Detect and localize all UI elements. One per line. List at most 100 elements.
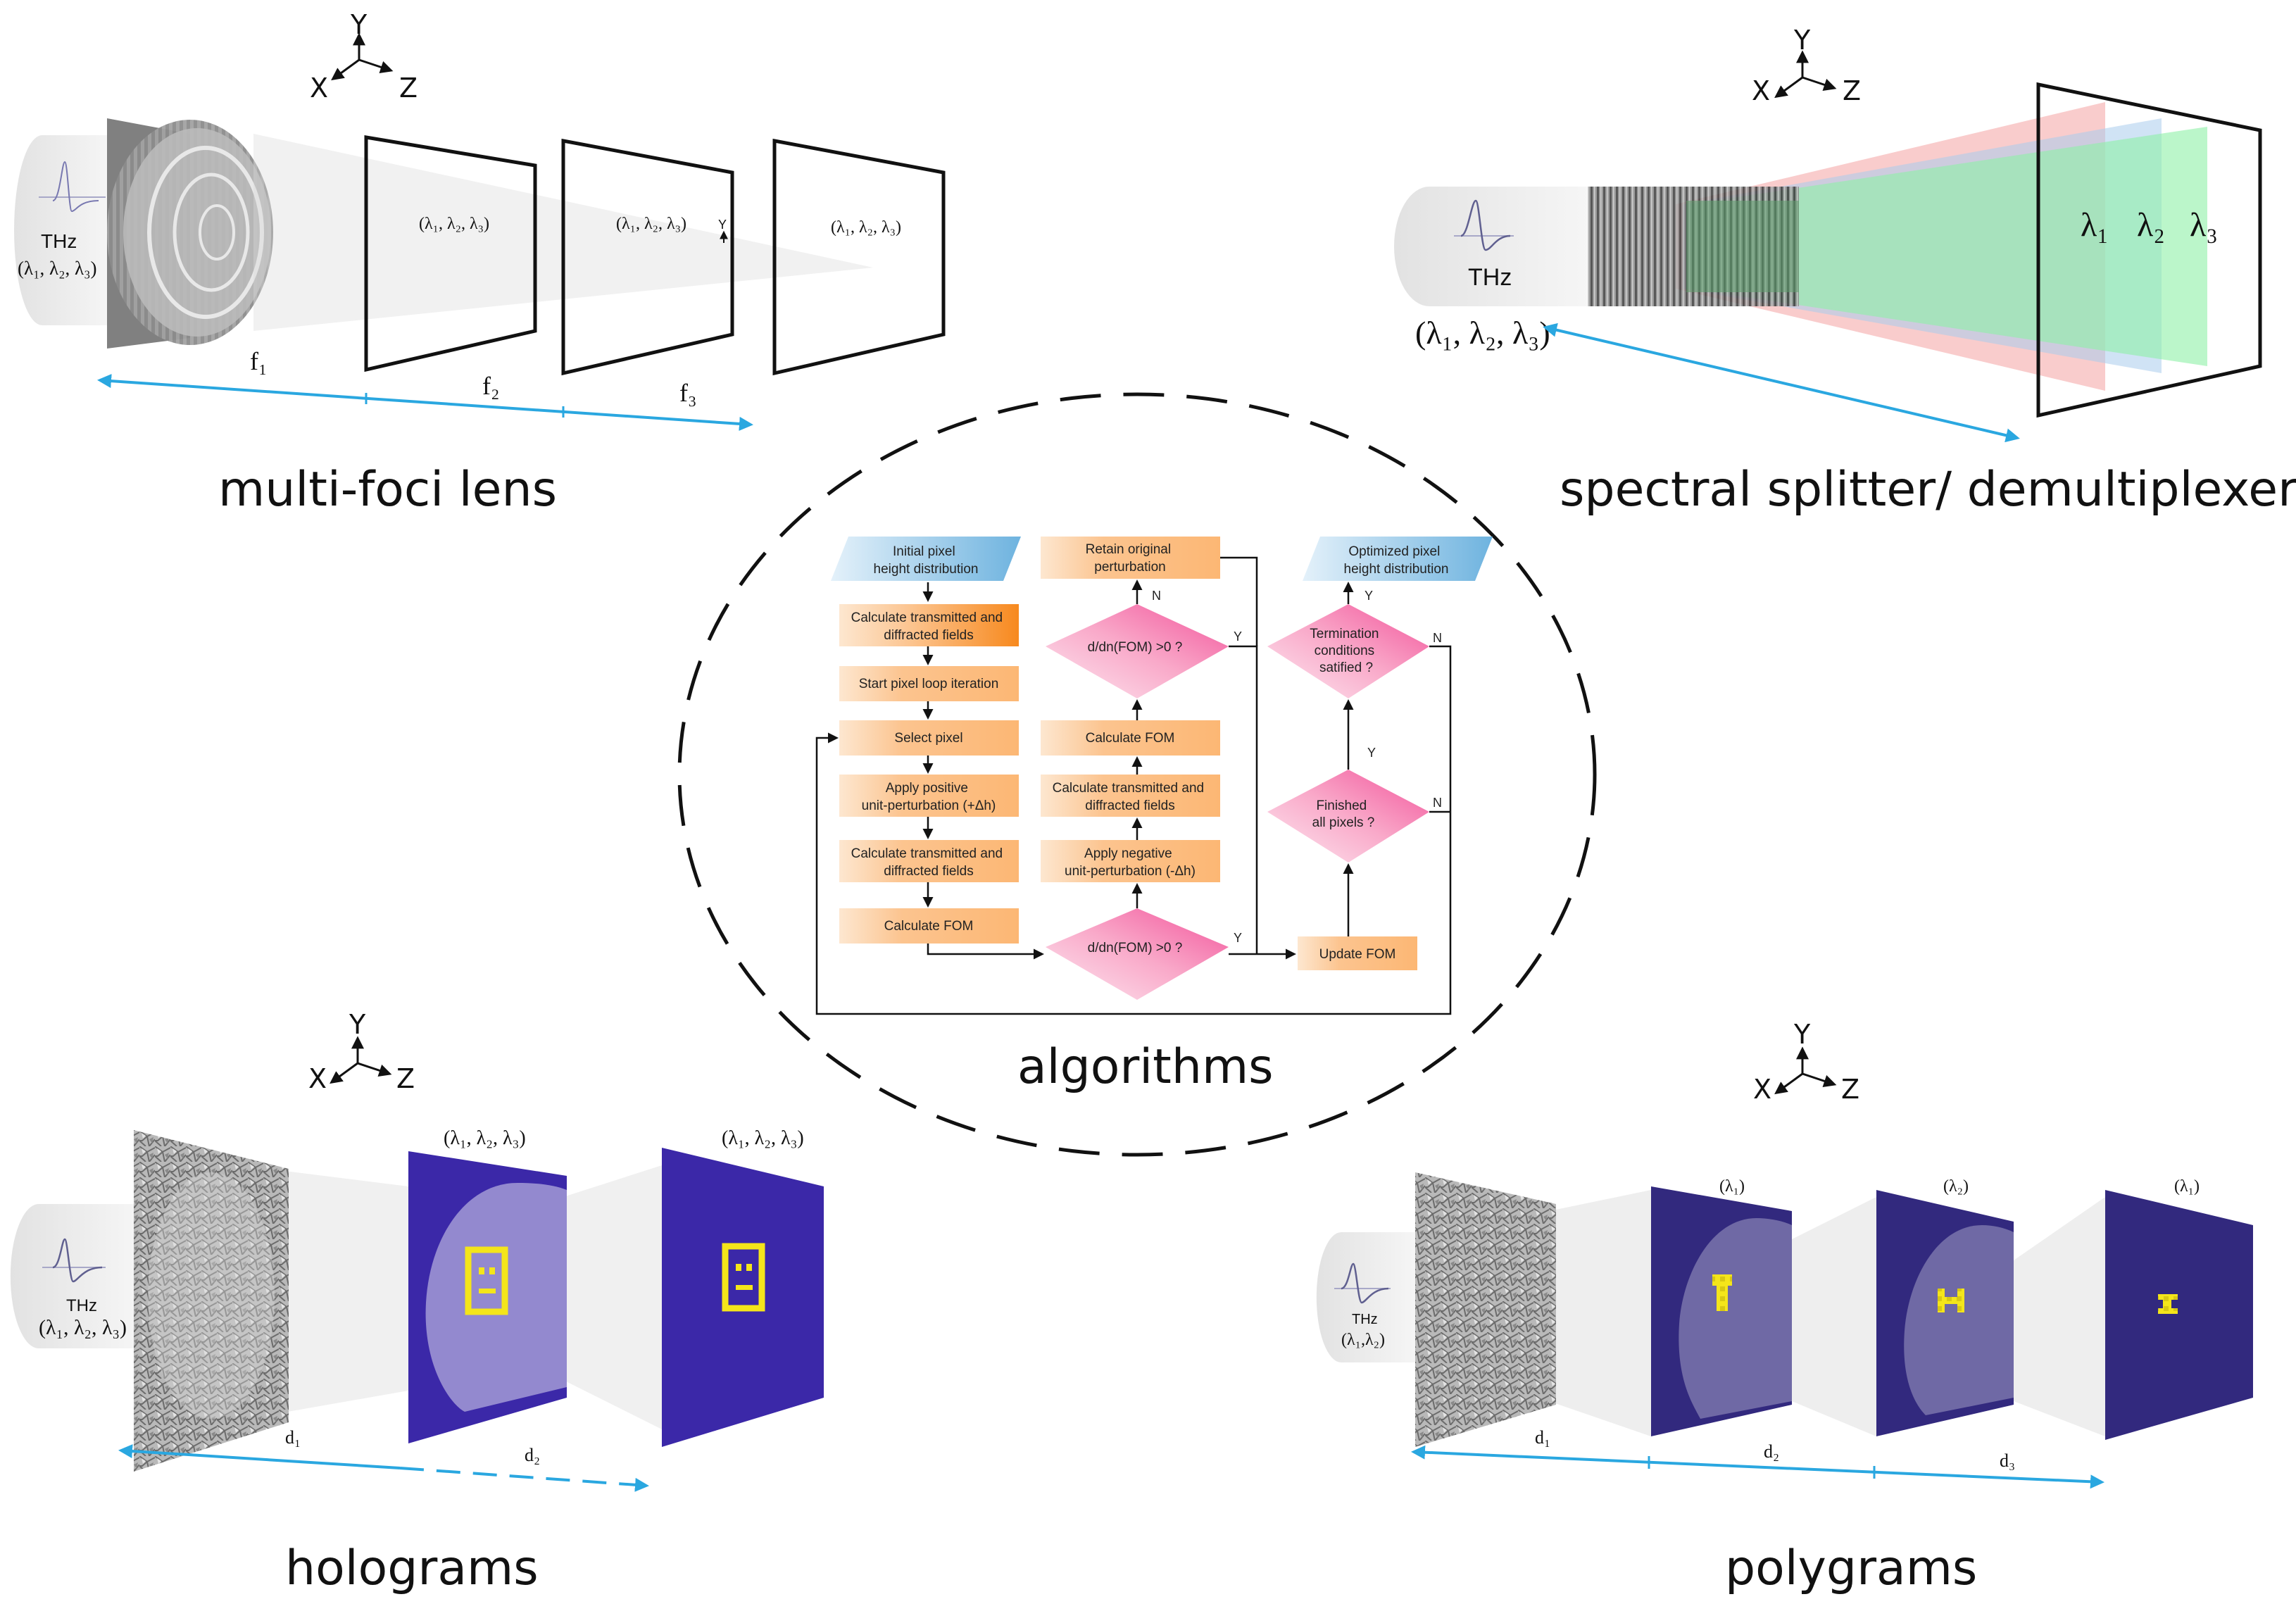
- fc-apply-positive-text: Apply positive unit-perturbation (+Δh): [862, 781, 996, 813]
- fc-calc-fields-1-text: Calculate transmitted and diffracted fie…: [851, 610, 1007, 643]
- fc-calc-fields-3: [1041, 775, 1220, 817]
- fc-label-y: Y: [1365, 589, 1373, 603]
- axis-z-label: Z: [1843, 75, 1861, 106]
- fc-apply-negative: [1041, 840, 1220, 882]
- plane-3-lambda: (λ₁, λ₂, λ₃): [831, 218, 901, 237]
- fc-decision-bottom-text: d/dn(FOM) >0 ?: [1088, 941, 1183, 955]
- polygram-beam-2: [1792, 1197, 1876, 1436]
- polygram-screen-3: (λ₁): [2105, 1177, 2253, 1440]
- axes-icon: Y Z X: [310, 9, 418, 104]
- lens-plate: [107, 118, 273, 349]
- fc-calc-fields-3-text: Calculate transmitted and diffracted fie…: [1053, 781, 1208, 813]
- detector-plane: [2036, 82, 2262, 418]
- distance-d3: d₃: [2000, 1450, 2015, 1471]
- distance-d1: d₁: [1535, 1427, 1550, 1448]
- distance-d2: d₂: [525, 1445, 540, 1465]
- multi-foci-lens-panel: Y Z X THz (λ₁, λ₂, λ₃) (λ₁, λ₂, λ₃): [14, 9, 946, 518]
- source-lambda-label: (λ₁, λ₂, λ₃): [39, 1316, 127, 1339]
- algorithms-panel: algorithms: [677, 392, 1597, 1157]
- axis-y-label: Y: [349, 1009, 366, 1040]
- polygram-screen-2: (λ₂): [1876, 1177, 2014, 1436]
- focal-plane-3: (λ₁, λ₂, λ₃): [772, 138, 946, 376]
- hologram-surface: [134, 1130, 289, 1472]
- caption-polygrams: polygrams: [1725, 1541, 1977, 1596]
- fc-finished-text: Finished all pixels ?: [1312, 798, 1375, 830]
- splitter-lambda-1: λ₁: [2081, 206, 2109, 244]
- caption-algorithms: algorithms: [1017, 1039, 1274, 1095]
- focal-plane-1: (λ₁, λ₂, λ₃): [364, 135, 537, 372]
- source-lambda-label: (λ₁, λ₂, λ₃): [18, 258, 97, 279]
- thz-label: THz: [1468, 264, 1512, 291]
- fc-select-pixel: [839, 720, 1019, 756]
- axis-x-label: X: [1752, 75, 1770, 106]
- fc-calc-fom-2-text: Calculate FOM: [1086, 731, 1175, 746]
- focal-distance-arrow: f₁ f₂ f₃: [97, 347, 753, 431]
- distance-f1: f₁: [250, 347, 268, 375]
- caption-holograms: holograms: [285, 1541, 539, 1596]
- hologram-screen-2: (λ₁, λ₂, λ₃): [662, 1127, 824, 1447]
- hologram-distance-arrow: d₁ d₂: [118, 1427, 649, 1492]
- distance-d1: d₁: [285, 1427, 301, 1448]
- fc-connectors: [815, 556, 1452, 1015]
- fc-optimized-text: Optimized pixel height distribution: [1344, 544, 1449, 577]
- thz-source: THz (λ₁,λ₂): [1316, 1232, 1419, 1362]
- fc-apply-negative-text: Apply negative unit-perturbation (-Δh): [1065, 846, 1196, 879]
- fc-label-y: Y: [1234, 629, 1242, 644]
- hologram-beam-1: [268, 1169, 408, 1415]
- axes-icon: Y Z X: [1753, 1019, 1859, 1105]
- axes-icon: Y Z X: [308, 1009, 415, 1094]
- polygram-beam-3: [2014, 1197, 2105, 1436]
- distance-f2: f₂: [482, 372, 500, 400]
- fc-termination-text: Termination conditions satified ?: [1310, 627, 1383, 675]
- fc-optimized: [1303, 537, 1493, 581]
- fc-label-n: N: [1433, 796, 1442, 810]
- fc-calc-fields-1: [839, 604, 1019, 646]
- axis-x-label: X: [1753, 1074, 1771, 1105]
- plane-2-lambda: (λ₁, λ₂, λ₃): [616, 215, 686, 233]
- axes-icon: Y Z X: [1752, 25, 1861, 106]
- hologram-beam-2: [563, 1165, 662, 1429]
- fc-termination: [1267, 604, 1429, 698]
- hologram-plane-1-lambda: (λ₁, λ₂, λ₃): [444, 1127, 526, 1149]
- axis-x-label: X: [308, 1063, 327, 1094]
- beam-lambda-3: [1690, 127, 2207, 366]
- polygram-distance-arrow: d₁ d₂ d₃: [1411, 1427, 2104, 1489]
- fc-initial-text: Initial pixel height distribution: [874, 544, 979, 577]
- fc-retain: [1041, 537, 1220, 579]
- focal-plane-2: (λ₁, λ₂, λ₃) Y: [561, 138, 734, 376]
- caption-multi-foci-lens: multi-foci lens: [218, 462, 557, 518]
- fc-update-fom-text: Update FOM: [1319, 947, 1396, 962]
- thz-label: THz: [1352, 1312, 1378, 1327]
- distance-d2: d₂: [1764, 1441, 1779, 1462]
- polygram-plane-1-lambda: (λ₁): [1719, 1177, 1745, 1196]
- algorithms-dashed-ellipse: [677, 392, 1597, 1157]
- axis-z-label: Z: [396, 1063, 415, 1094]
- fc-start-loop-text: Start pixel loop iteration: [859, 677, 999, 691]
- distance-f3: f₃: [679, 379, 697, 407]
- polygram-plane-2-lambda: (λ₂): [1943, 1177, 1969, 1196]
- optimization-flowchart: Initial pixel height distribution Calcul…: [815, 537, 1493, 1015]
- hologram-screen-1: (λ₁, λ₂, λ₃): [408, 1127, 567, 1443]
- fc-calc-fom-1: [839, 908, 1019, 944]
- fc-calc-fields-2: [839, 840, 1019, 882]
- splitter-distance-arrow: [1543, 322, 2020, 443]
- polygram-plane-3-lambda: (λ₁): [2174, 1177, 2200, 1196]
- letter-t-target: [1712, 1274, 1732, 1286]
- thz-source: THz (λ₁, λ₂, λ₃): [14, 135, 113, 325]
- fc-label-y: Y: [1367, 746, 1376, 760]
- letter-z-target: [2158, 1294, 2178, 1314]
- splitter-lambda-3: λ₃: [2190, 206, 2218, 244]
- fc-finished: [1267, 770, 1429, 863]
- smiley-target: [465, 1246, 508, 1315]
- holograms-panel: Y Z X THz (λ₁, λ₂, λ₃): [10, 1009, 824, 1596]
- letter-h-target: [1938, 1289, 1964, 1312]
- fc-retain-text: Retain original perturbation: [1086, 542, 1175, 575]
- source-lambda-label: (λ₁,λ₂): [1341, 1331, 1385, 1349]
- thz-source: THz: [1394, 187, 1591, 306]
- fc-decision-top-text: d/dn(FOM) >0 ?: [1088, 640, 1183, 655]
- fc-calc-fom-1-text: Calculate FOM: [884, 919, 974, 934]
- axis-z-label: Z: [1841, 1074, 1859, 1105]
- axis-z-label: Z: [399, 73, 418, 104]
- axis-x-label: X: [310, 73, 328, 104]
